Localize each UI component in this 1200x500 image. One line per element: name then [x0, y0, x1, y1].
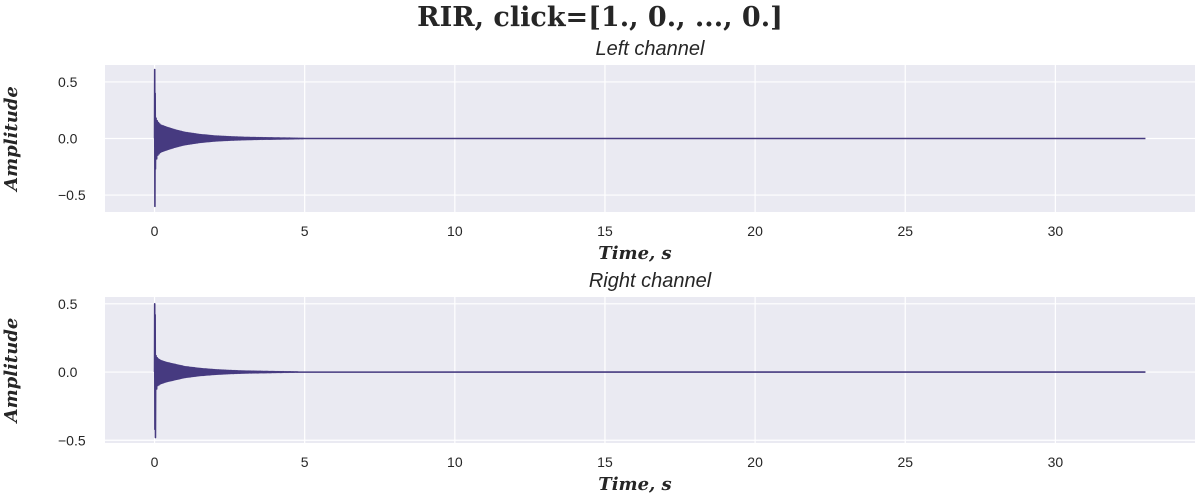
left-channel-axes: 0 5 10 15 20 25 30 0.5 0.0 −0.5 Left channel Time, … [1, 38, 1195, 264]
right-channel-x-tick-label: 30 [1048, 454, 1064, 470]
left-channel-x-tick-label: 25 [897, 223, 913, 239]
left-channel-signal-line [153, 68, 1146, 208]
right-channel-title: Right channel [589, 270, 712, 292]
left-channel-y-axis-label: Amplitude [1, 86, 22, 193]
figure-suptitle: RIR, click=[1., 0., ..., 0.] [417, 2, 783, 33]
right-channel-x-tick-label: 15 [597, 454, 613, 470]
left-channel-x-tick-label: 30 [1048, 223, 1064, 239]
right-channel-y-axis-label: Amplitude [1, 318, 22, 425]
right-channel-x-axis-label: Time, s [598, 474, 671, 495]
right-channel-x-tick-label: 0 [151, 454, 159, 470]
right-channel-axes: 0 5 10 15 20 25 30 0.5 0.0 −0.5 Right channel Time,… [1, 270, 1195, 495]
left-channel-x-tick-label: 20 [747, 223, 763, 239]
right-channel-signal-line [153, 303, 1146, 439]
right-channel-x-tick-label: 10 [447, 454, 463, 470]
right-channel-x-tick-label: 20 [747, 454, 763, 470]
left-channel-title: Left channel [596, 38, 706, 60]
left-channel-y-tick-label: −0.5 [58, 187, 86, 203]
left-channel-x-tick-label: 5 [301, 223, 309, 239]
left-channel-y-tick-label: 0.5 [58, 74, 78, 90]
left-channel-y-tick-label: 0.0 [58, 131, 78, 147]
right-channel-y-tick-label: 0.5 [58, 296, 78, 312]
left-channel-x-tick-label: 15 [597, 223, 613, 239]
right-channel-y-tick-label: −0.5 [58, 432, 86, 448]
right-channel-x-tick-label: 25 [897, 454, 913, 470]
right-channel-plot-area [105, 297, 1195, 443]
right-channel-y-tick-label: 0.0 [58, 364, 78, 380]
left-channel-x-axis-label: Time, s [598, 243, 671, 264]
left-channel-x-tick-label: 0 [151, 223, 159, 239]
left-channel-x-tick-label: 10 [447, 223, 463, 239]
right-channel-x-tick-label: 5 [301, 454, 309, 470]
